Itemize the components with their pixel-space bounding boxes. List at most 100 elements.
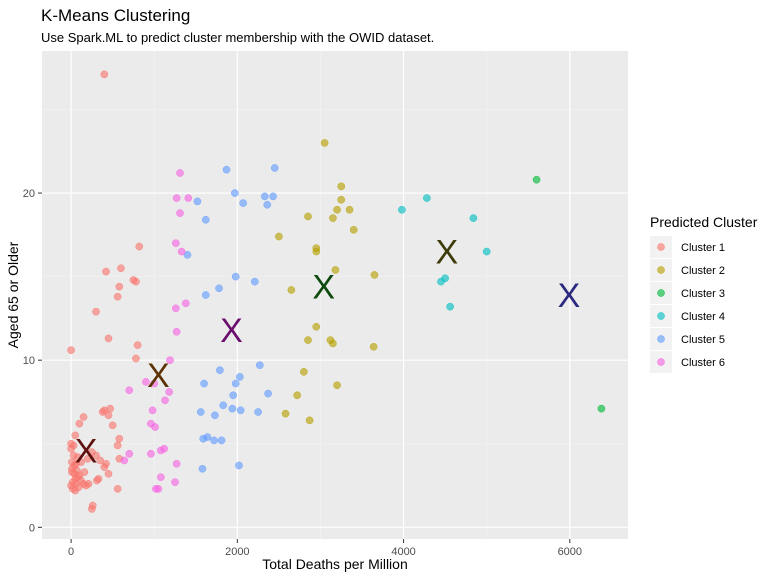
data-point (113, 441, 122, 450)
data-point (132, 277, 140, 286)
data-point (349, 225, 358, 234)
data-point (281, 409, 290, 418)
data-point (132, 354, 140, 363)
data-point (304, 212, 312, 221)
data-point (88, 505, 96, 513)
x-axis-ticks: 0 2000 4000 6000 (68, 539, 582, 558)
x-tick-label: 4000 (391, 546, 415, 558)
y-axis-ticks: 0 10 20 (23, 188, 42, 534)
data-point (79, 413, 88, 421)
data-point (260, 192, 269, 201)
data-point (331, 266, 340, 274)
data-point (171, 478, 179, 487)
data-point (263, 200, 272, 209)
data-point (108, 421, 117, 430)
data-point (398, 205, 406, 214)
data-point (183, 251, 192, 259)
centroid-marker: X (147, 357, 170, 395)
data-point (100, 70, 109, 79)
data-point (113, 292, 122, 301)
data-point (369, 342, 378, 351)
legend-entry: Cluster 5 (681, 334, 725, 346)
data-point (235, 461, 243, 470)
data-point (104, 469, 113, 478)
data-point (275, 232, 283, 241)
data-point (329, 214, 337, 222)
data-point (106, 404, 115, 413)
data-point (441, 274, 449, 283)
data-point (597, 404, 606, 413)
data-point (172, 327, 181, 336)
data-point (157, 473, 165, 482)
data-point (196, 408, 205, 416)
data-point (71, 431, 80, 440)
centroid-marker: X (312, 269, 335, 307)
data-point (201, 291, 210, 299)
data-point (229, 391, 238, 400)
data-point (532, 175, 541, 184)
data-point (304, 336, 312, 344)
data-point (115, 282, 124, 291)
data-point (333, 381, 341, 390)
plot-panel (42, 51, 628, 539)
data-point (100, 463, 109, 471)
centroid-marker: X (435, 234, 458, 272)
data-point (201, 215, 210, 224)
data-point (239, 199, 248, 207)
chart-subtitle: Use Spark.ML to predict cluster membersh… (41, 30, 434, 45)
legend-entry: Cluster 1 (681, 242, 725, 254)
data-point (165, 388, 174, 396)
data-point (230, 189, 239, 197)
data-point (92, 307, 100, 316)
data-point (215, 284, 223, 293)
data-point (299, 368, 308, 376)
data-point (228, 404, 237, 413)
data-point (181, 299, 190, 308)
data-point (92, 451, 100, 460)
data-point (72, 479, 80, 488)
data-point (68, 458, 76, 466)
data-point (67, 346, 75, 355)
data-point (151, 423, 159, 431)
cluster-centroids: X X X X X X (75, 234, 581, 471)
data-point (83, 454, 92, 463)
centroid-marker: X (220, 312, 243, 350)
centroid-marker: X (558, 277, 581, 315)
data-point (312, 322, 321, 331)
data-point (135, 242, 144, 251)
data-point (160, 444, 169, 453)
data-point (250, 277, 259, 286)
chart-title: K-Means Clustering (41, 6, 190, 25)
data-point (147, 449, 155, 458)
scatter-points (67, 70, 606, 513)
data-point (231, 379, 240, 388)
data-point (193, 197, 202, 206)
data-point (125, 386, 134, 395)
data-point (337, 182, 346, 191)
data-point (333, 205, 341, 214)
data-point (176, 209, 184, 217)
data-point (236, 406, 245, 415)
data-point (219, 401, 228, 410)
data-point (320, 139, 329, 147)
data-point (150, 379, 159, 388)
y-tick-label: 10 (23, 355, 35, 367)
data-point (312, 247, 321, 256)
data-point (166, 356, 174, 365)
legend-swatch (657, 243, 665, 251)
data-point (345, 205, 354, 214)
legend-swatch (657, 358, 665, 366)
legend-entry: Cluster 4 (681, 311, 725, 323)
data-point (102, 267, 110, 276)
data-point (269, 192, 277, 201)
data-point (171, 239, 180, 248)
data-point (148, 406, 157, 415)
data-point (235, 373, 244, 381)
data-point (200, 379, 208, 388)
data-point (75, 419, 84, 428)
data-point (172, 459, 181, 468)
legend-entry: Cluster 3 (681, 288, 725, 300)
x-axis-title: Total Deaths per Million (262, 556, 408, 572)
data-point (293, 391, 302, 400)
